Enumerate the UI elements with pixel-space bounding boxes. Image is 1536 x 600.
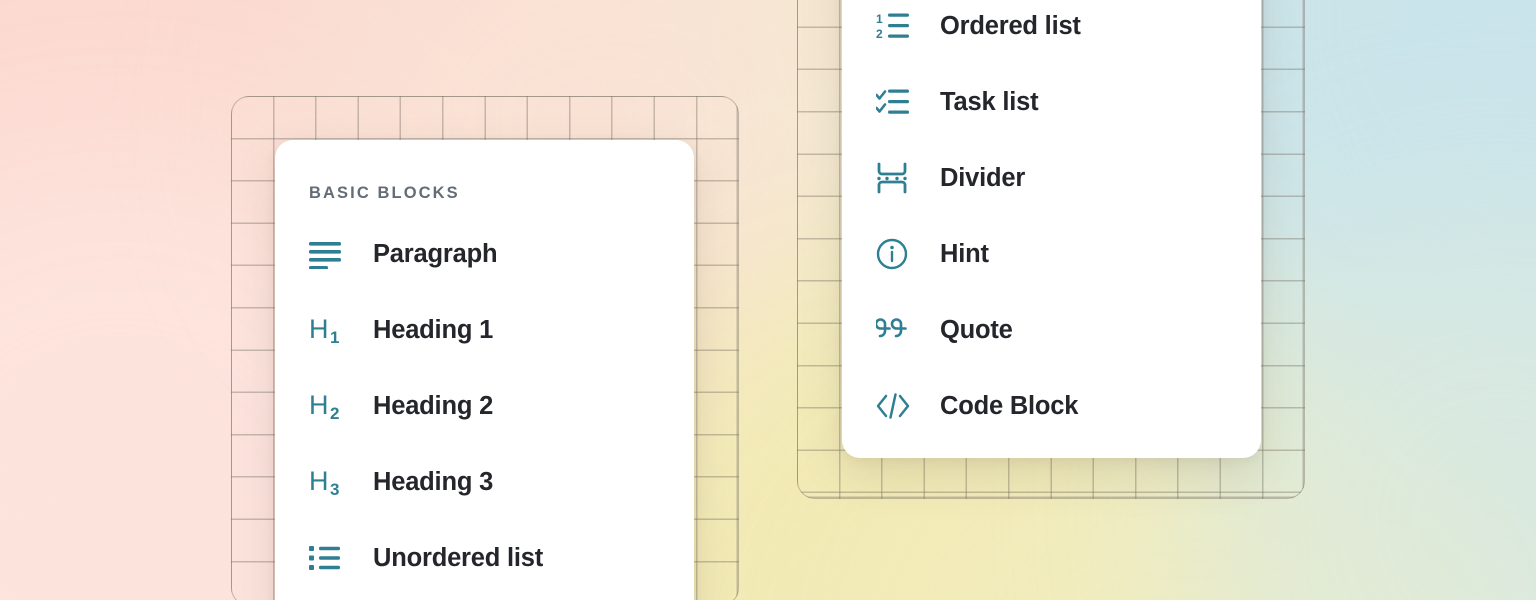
more-blocks-menu-card: 1 2 Ordered list (842, 0, 1261, 458)
svg-text:H: H (309, 466, 329, 496)
svg-text:3: 3 (330, 480, 339, 499)
svg-text:1: 1 (876, 12, 883, 26)
heading-2-icon: H 2 (309, 389, 351, 423)
paragraph-lines-icon (309, 239, 351, 269)
menu-item-hint[interactable]: Hint (876, 216, 1227, 292)
menu-item-quote[interactable]: Quote (876, 292, 1227, 368)
menu-item-unordered-list[interactable]: Unordered list (309, 520, 660, 596)
menu-item-label: Heading 1 (373, 315, 494, 344)
menu-item-divider[interactable]: Divider (876, 140, 1227, 216)
menu-item-ordered-list[interactable]: 1 2 Ordered list (876, 0, 1227, 64)
svg-text:1: 1 (330, 328, 339, 347)
menu-item-label: Heading 3 (373, 467, 494, 496)
menu-item-code-block[interactable]: Code Block (876, 368, 1227, 444)
section-label-basic-blocks: BASIC BLOCKS (309, 184, 460, 202)
basic-blocks-menu-card: BASIC BLOCKS Paragraph H 1 (275, 140, 694, 600)
heading-3-icon: H 3 (309, 465, 351, 499)
quote-marks-icon (876, 317, 918, 343)
menu-item-heading-3[interactable]: H 3 Heading 3 (309, 444, 660, 520)
menu-item-heading-1[interactable]: H 1 Heading 1 (309, 292, 660, 368)
unordered-list-icon (309, 545, 351, 571)
divider-icon (876, 162, 918, 194)
more-blocks-card-inner: 1 2 Ordered list (842, 0, 1261, 444)
code-block-icon (876, 393, 918, 419)
menu-item-label: Task list (940, 87, 1039, 116)
hint-info-icon (876, 238, 918, 270)
ordered-list-icon: 1 2 (876, 12, 918, 40)
svg-text:2: 2 (330, 404, 339, 423)
menu-item-label: Divider (940, 163, 1026, 192)
menu-item-label: Ordered list (940, 11, 1081, 40)
menu-item-label: Quote (940, 315, 1013, 344)
menu-item-label: Paragraph (373, 239, 498, 268)
menu-item-label: Unordered list (373, 543, 544, 572)
heading-1-icon: H 1 (309, 313, 351, 347)
svg-text:H: H (309, 314, 329, 344)
svg-text:2: 2 (876, 27, 883, 40)
menu-item-label: Code Block (940, 391, 1079, 420)
basic-blocks-card-inner: BASIC BLOCKS Paragraph H 1 (275, 140, 694, 596)
svg-text:H: H (309, 390, 329, 420)
menu-item-label: Hint (940, 239, 989, 268)
menu-item-label: Heading 2 (373, 391, 494, 420)
menu-item-task-list[interactable]: Task list (876, 64, 1227, 140)
menu-item-heading-2[interactable]: H 2 Heading 2 (309, 368, 660, 444)
menu-item-paragraph[interactable]: Paragraph (309, 216, 660, 292)
task-list-icon (876, 88, 918, 116)
